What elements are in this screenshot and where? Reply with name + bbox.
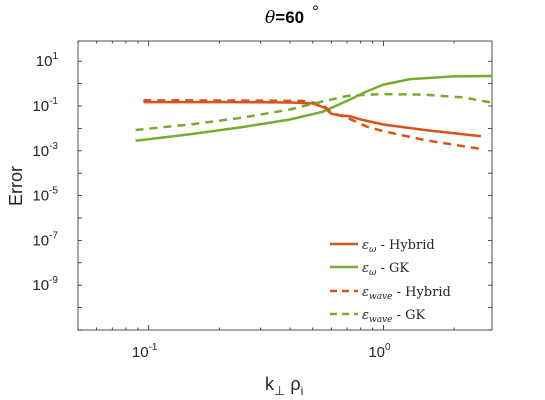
y-tick-label-1: 10-1 <box>32 96 58 115</box>
legend-sym: ε <box>362 261 369 276</box>
legend-rest: - GK <box>392 308 425 323</box>
legend-rest: - Hybrid <box>392 285 450 300</box>
x-label-rho: ρ <box>290 374 300 394</box>
y-tick-label-4: 10-7 <box>32 230 58 249</box>
x-tick-label-0: 10-1 <box>132 342 158 361</box>
x-label-sub: i <box>301 384 304 398</box>
x-label-k: k <box>265 374 275 394</box>
x-axis-label: k⊥ ρi <box>265 374 303 398</box>
legend-box <box>324 232 486 324</box>
tick-layer: 10-1 100 101 10-1 10-3 10-5 10-7 10-9 <box>32 41 492 361</box>
legend-label-eps-omega-gk: εω - GK <box>362 261 409 278</box>
series-line-0 <box>143 100 482 138</box>
legend-sym: ε <box>362 308 369 323</box>
legend-sub: ω <box>369 245 377 255</box>
legend-sub: ω <box>369 268 377 278</box>
legend-label-eps-omega-hybrid: εω - Hybrid <box>362 238 435 255</box>
legend-label-eps-wave-gk: εwave - GK <box>362 308 426 325</box>
legend-sub: wave <box>369 292 392 302</box>
legend: εω - Hybrid εω - GK εwave - Hybrid εwave… <box>324 232 486 325</box>
x-tick-label-1: 100 <box>368 342 391 361</box>
y-tick-label-0: 101 <box>36 51 59 70</box>
title-theta: θ <box>265 8 275 28</box>
legend-entry-eps-omega-gk: εω - GK <box>330 261 409 278</box>
title-value: =60 <box>275 8 304 27</box>
legend-sub: wave <box>369 315 392 325</box>
series-line-3 <box>135 92 493 132</box>
series-layer <box>135 74 493 151</box>
legend-rest: - GK <box>376 261 409 276</box>
y-tick-label-3: 10-5 <box>32 186 58 205</box>
legend-sym: ε <box>362 285 369 300</box>
legend-sym: ε <box>362 238 369 253</box>
legend-entry-eps-wave-gk: εwave - GK <box>330 308 426 325</box>
series-line-1 <box>135 74 493 143</box>
legend-rest: - Hybrid <box>376 238 434 253</box>
legend-entry-eps-wave-hybrid: εwave - Hybrid <box>330 285 451 302</box>
y-tick-label-2: 10-3 <box>32 141 58 160</box>
legend-entry-eps-omega-hybrid: εω - Hybrid <box>330 238 435 255</box>
y-tick-label-5: 10-9 <box>32 275 58 294</box>
chart-title: θ=60 ° <box>265 2 319 28</box>
title-degree: ° <box>312 2 319 21</box>
x-label-perp: ⊥ <box>274 383 285 398</box>
y-axis-label: Error <box>6 166 26 206</box>
legend-label-eps-wave-hybrid: εwave - Hybrid <box>362 285 451 302</box>
series-line-2 <box>143 99 482 151</box>
